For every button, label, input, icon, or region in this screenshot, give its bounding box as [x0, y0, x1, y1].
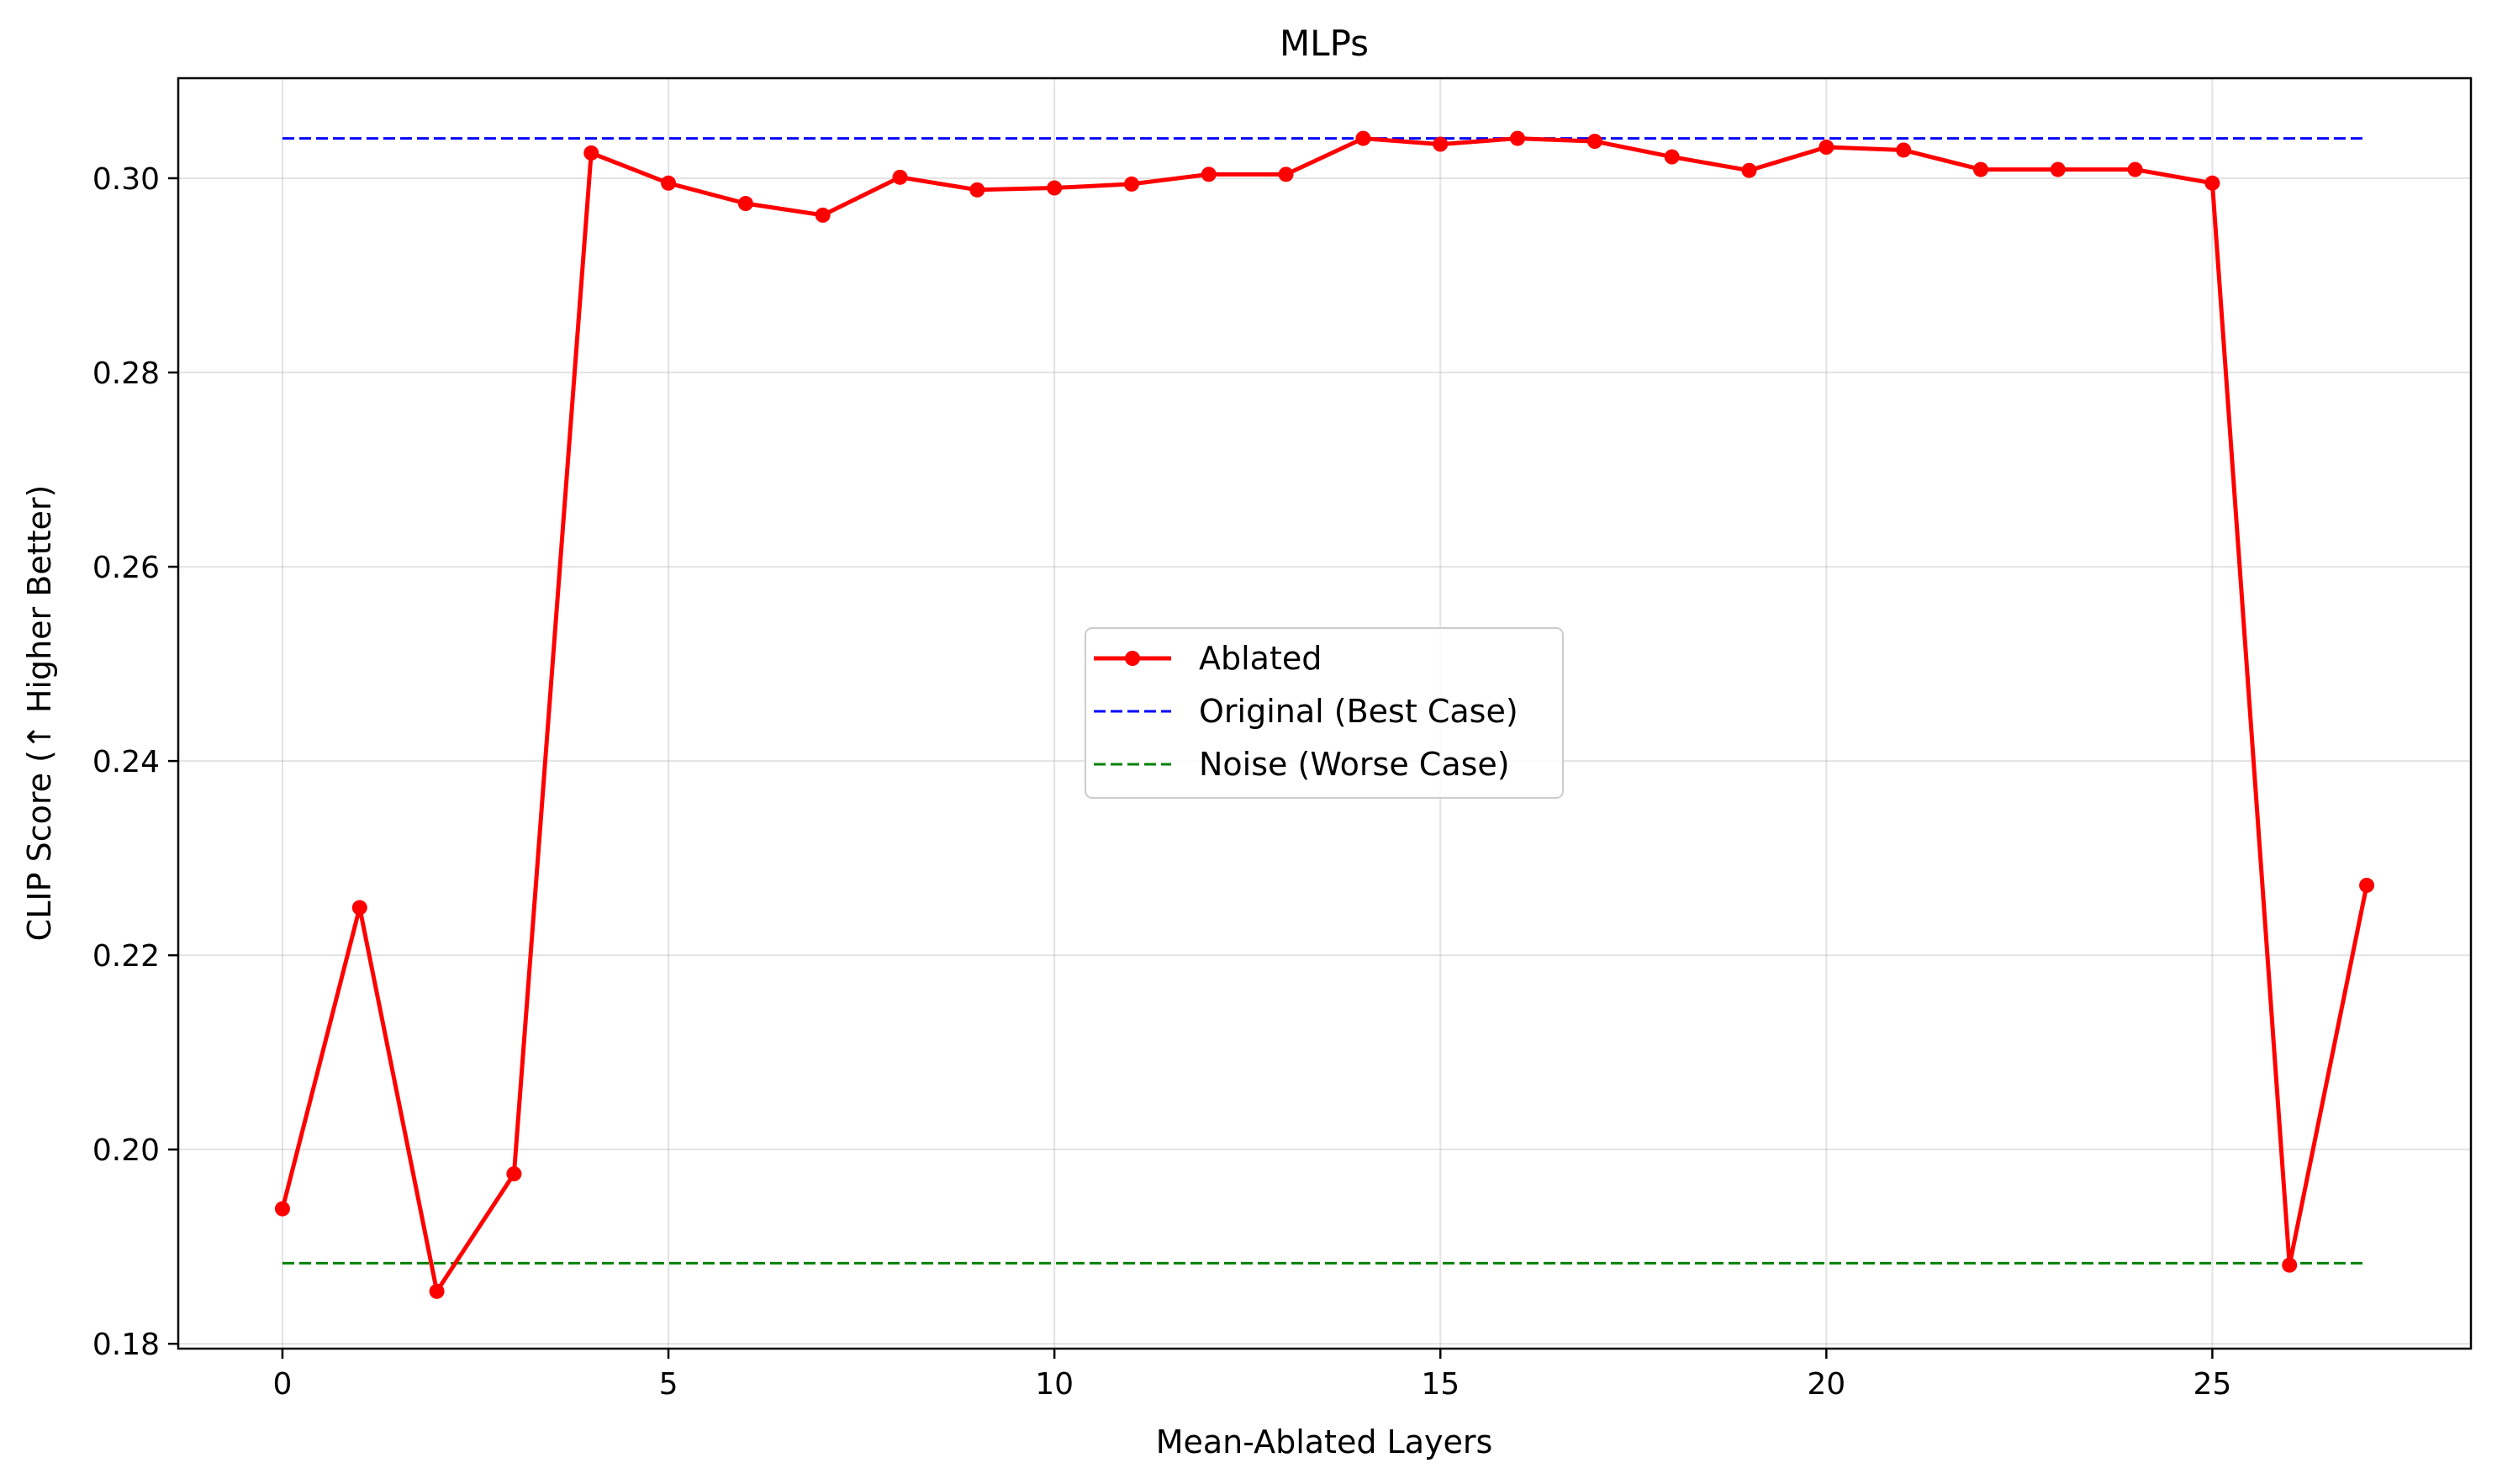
ablated-point: [892, 169, 908, 185]
ablated-line: [280, 136, 2369, 1294]
ablated-point: [351, 900, 367, 916]
ablated-point: [737, 196, 753, 212]
legend-box: [1085, 627, 1564, 799]
ablated-point: [1123, 176, 1139, 192]
y-tick-label: 0.24: [92, 745, 160, 779]
x-tick-label: 0: [273, 1367, 293, 1402]
ablated-point: [274, 1201, 290, 1217]
legend-label-ablated: Ablated: [1199, 640, 1322, 677]
ablated-point: [815, 207, 831, 223]
ablated-point: [429, 1283, 445, 1299]
chart-title: MLPs: [1280, 23, 1369, 64]
ablated-point: [2282, 1257, 2298, 1273]
ablated-point: [1896, 142, 1912, 158]
ablated-point: [1972, 161, 1988, 177]
legend: Ablated Original (Best Case) Noise (Wors…: [1085, 627, 1564, 799]
ablated-point: [1278, 166, 1294, 182]
ablated-point: [1047, 180, 1063, 196]
ablated-point: [1201, 166, 1217, 182]
reference-lines: [282, 137, 2368, 1265]
x-tick-label: 15: [1421, 1367, 1460, 1402]
ablated-point: [2359, 877, 2375, 893]
ablated-point: [2204, 175, 2220, 191]
legend-marker-ablated: [1125, 651, 1140, 666]
ablated-point: [1433, 136, 1449, 152]
x-axis-ticks: 0 5 10 15 20 25: [273, 1349, 2232, 1402]
x-tick-label: 25: [2193, 1367, 2232, 1402]
ablated-point: [1355, 130, 1371, 146]
ablated-point: [1819, 140, 1834, 156]
ablated-point: [583, 145, 599, 161]
legend-label-original: Original (Best Case): [1199, 693, 1518, 730]
ablated-series: [274, 130, 2375, 1299]
ablated-point: [1741, 162, 1757, 178]
ablated-point: [1586, 134, 1602, 150]
x-tick-label: 20: [1807, 1367, 1845, 1402]
ablated-point: [969, 182, 985, 198]
ablated-point: [2050, 161, 2066, 177]
y-axis-ticks: 0.18 0.20 0.22 0.24 0.26 0.28 0.30: [92, 162, 178, 1362]
x-tick-label: 5: [659, 1367, 678, 1402]
y-tick-label: 0.22: [92, 939, 160, 974]
y-axis-label: CLIP Score (↑ Higher Better): [21, 485, 58, 942]
ablated-point: [1664, 149, 1680, 165]
y-tick-label: 0.26: [92, 551, 160, 585]
y-tick-label: 0.30: [92, 162, 160, 197]
x-axis-label: Mean-Ablated Layers: [1156, 1423, 1493, 1460]
ablated-point: [2127, 161, 2143, 177]
legend-label-noise: Noise (Worse Case): [1199, 746, 1510, 783]
ablated-point: [506, 1166, 522, 1182]
plot-frame: [177, 77, 2473, 1350]
ablated-point: [661, 175, 677, 191]
x-tick-label: 10: [1035, 1367, 1074, 1402]
ablated-point: [1510, 130, 1526, 146]
y-tick-label: 0.18: [92, 1328, 160, 1362]
y-tick-label: 0.20: [92, 1133, 160, 1168]
y-tick-label: 0.28: [92, 356, 160, 391]
